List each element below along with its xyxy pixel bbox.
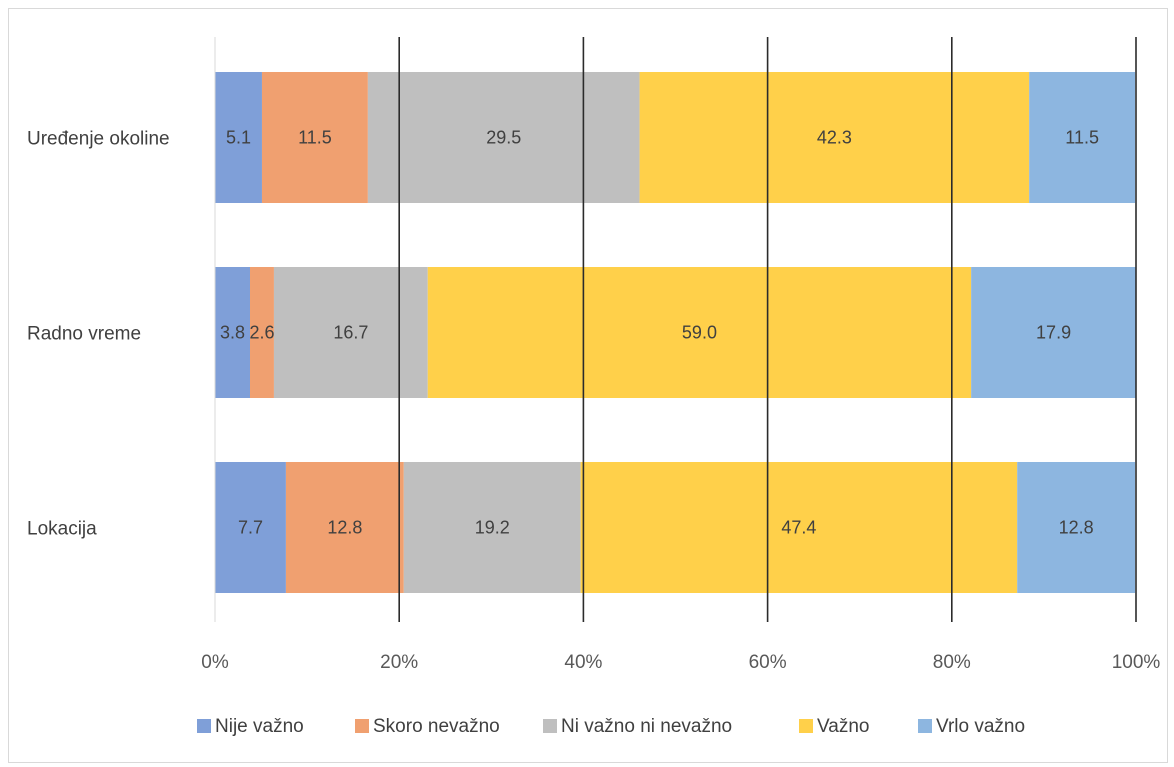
data-label: 12.8 [327,518,362,538]
x-tick-label: 0% [201,652,229,673]
bar-segment [215,267,250,398]
category-labels: Uređenje okoline Radno vreme Lokacija [27,129,170,540]
bar-segment [367,72,640,203]
bar-segment [273,267,428,398]
legend-label: Skoro nevažno [373,716,500,737]
legend: Nije važno Skoro nevažno Ni važno ni nevaž… [197,716,1025,737]
legend-label: Vrlo važno [936,716,1025,737]
data-label: 29.5 [486,128,521,148]
data-label: 2.6 [249,323,274,343]
legend-label: Nije važno [215,716,304,737]
bar-segment [427,267,972,398]
legend-swatch [799,719,813,733]
bar-segment [971,267,1136,398]
bar-segment [403,462,581,593]
x-axis-tick-labels: 0% 20% 40% 60% 80% 100% [201,652,1160,673]
bar-segment [249,267,274,398]
legend-swatch [197,719,211,733]
category-label: Radno vreme [27,324,141,345]
x-tick-label: 40% [564,652,602,673]
legend-swatch [543,719,557,733]
data-label: 3.8 [220,323,245,343]
bar-segment [215,72,262,203]
data-label: 7.7 [238,518,263,538]
bar-segment [639,72,1030,203]
x-tick-label: 100% [1112,652,1161,673]
data-label: 5.1 [226,128,251,148]
category-label: Uređenje okoline [27,129,170,150]
x-tick-label: 80% [933,652,971,673]
legend-label: Ni važno ni nevažno [561,716,732,737]
data-label: 17.9 [1036,323,1071,343]
bar-segment [1029,72,1136,203]
legend-swatch [355,719,369,733]
x-tick-label: 60% [749,652,787,673]
legend-label: Važno [817,716,869,737]
data-label: 12.8 [1059,518,1094,538]
data-label: 11.5 [1065,128,1099,148]
data-label: 19.2 [475,518,510,538]
bar-segment [1017,462,1136,593]
bar-segment [285,462,404,593]
bars-layer [215,72,1136,593]
bar-segment [261,72,368,203]
data-label: 47.4 [781,518,816,538]
bar-segment [580,462,1018,593]
category-label: Lokacija [27,519,97,540]
data-label: 59.0 [682,323,717,343]
data-labels: 5.1 11.5 29.5 42.3 11.5 3.8 2.6 16.7 59.0 17.9 7.7… [220,128,1099,538]
x-tick-label: 20% [380,652,418,673]
data-label: 42.3 [817,128,852,148]
gridlines [214,37,1137,622]
legend-swatch [918,719,932,733]
bar-segment [215,462,286,593]
data-label: 16.7 [333,323,368,343]
data-label: 11.5 [298,128,332,148]
